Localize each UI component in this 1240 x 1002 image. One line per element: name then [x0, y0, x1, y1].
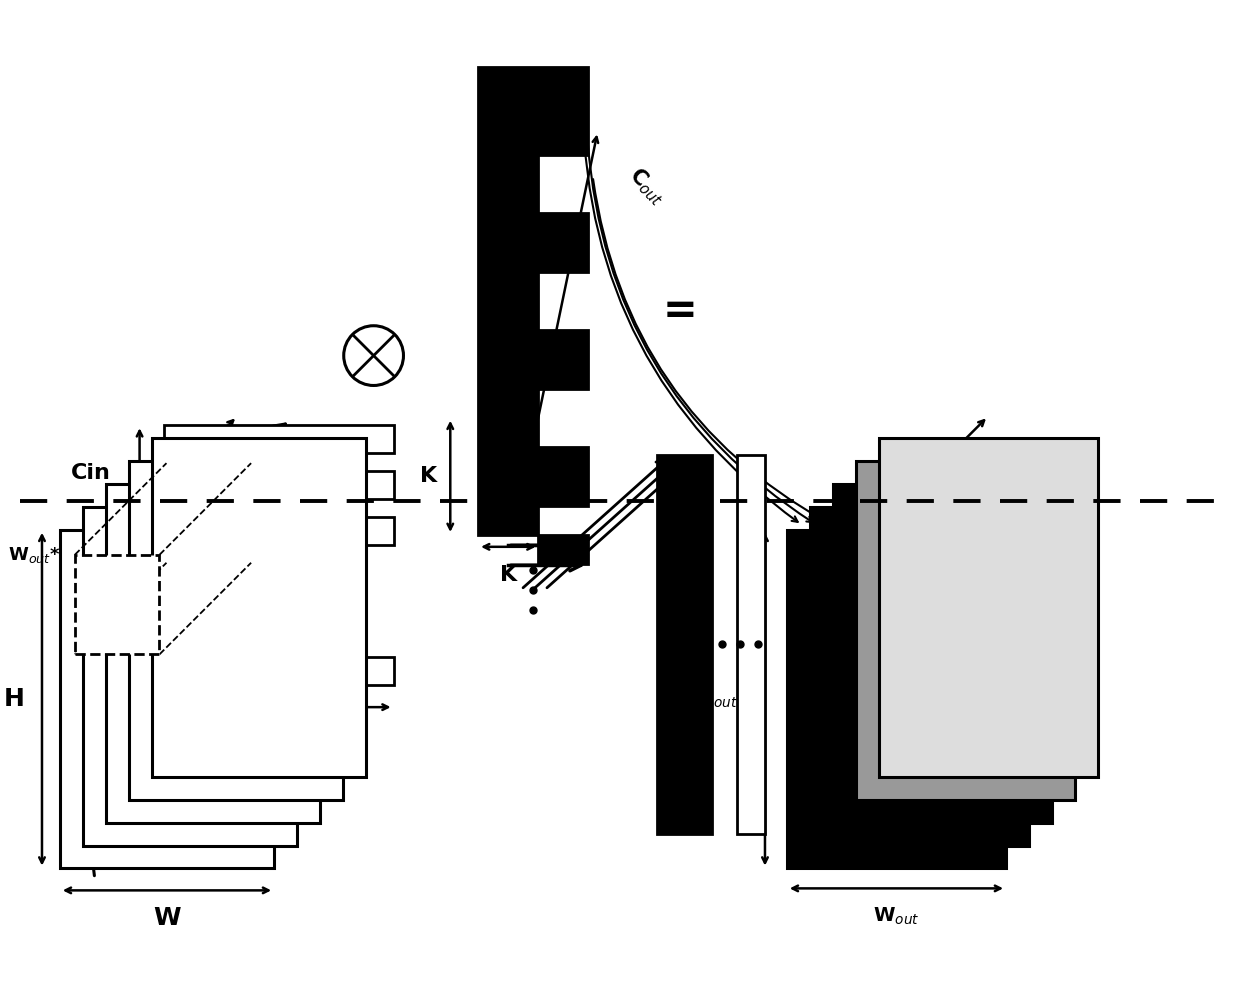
Text: W: W — [154, 906, 181, 930]
Text: C$_{out}$: C$_{out}$ — [930, 454, 972, 478]
Bar — [83, 507, 296, 846]
Bar — [151, 438, 366, 777]
Text: K: K — [420, 466, 436, 486]
Bar — [105, 484, 320, 823]
Bar — [165, 517, 393, 545]
Bar — [129, 461, 342, 800]
Bar — [165, 471, 393, 499]
Bar — [60, 530, 274, 869]
Text: K: K — [500, 565, 517, 585]
Bar — [74, 555, 160, 654]
Polygon shape — [479, 67, 588, 564]
Bar — [833, 484, 1052, 823]
Text: Cin*K*K: Cin*K*K — [237, 725, 321, 744]
Text: C$_{out}$: C$_{out}$ — [624, 163, 671, 209]
Bar — [856, 461, 1075, 800]
Text: H: H — [4, 687, 25, 711]
Bar — [878, 438, 1097, 777]
Bar — [165, 657, 393, 685]
Bar — [737, 455, 765, 834]
Text: W$_{out}$: W$_{out}$ — [873, 906, 920, 927]
Bar — [810, 507, 1029, 846]
Text: Cin: Cin — [71, 463, 110, 483]
Text: H$_{out}$: H$_{out}$ — [697, 688, 738, 709]
Bar — [657, 455, 712, 834]
Text: W$_{out}$*H$_{out}$: W$_{out}$*H$_{out}$ — [7, 545, 97, 565]
Bar — [165, 425, 393, 453]
Bar — [787, 530, 1006, 869]
Text: =: = — [663, 290, 698, 332]
